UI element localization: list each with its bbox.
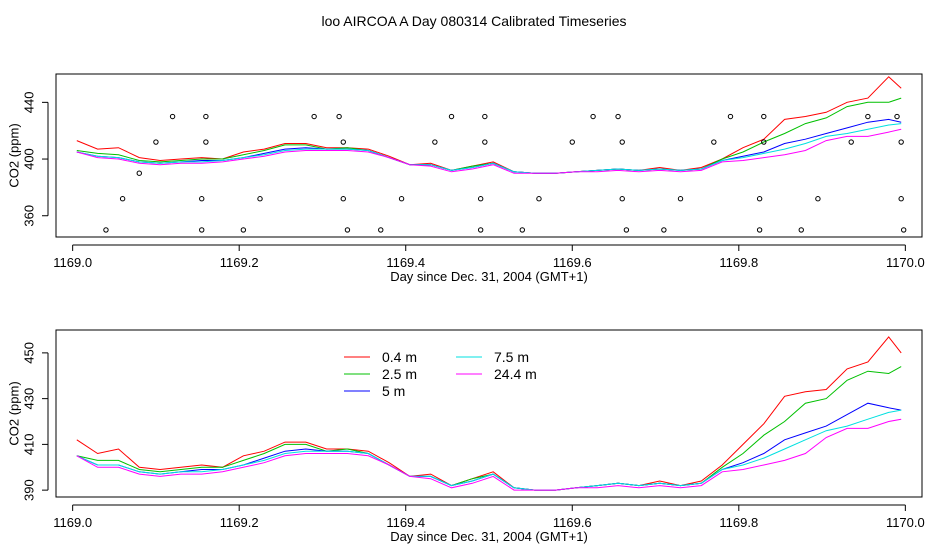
marker-point: [536, 196, 542, 202]
top-panel: 1169.0 1169.2 1169.4 1169.6 1169.8 1170.0 Day …: [6, 73, 925, 284]
marker-point: [336, 113, 342, 120]
marker-point: [448, 113, 455, 120]
marker-point: [519, 227, 526, 233]
legend-label-7-5-m: 7.5 m: [494, 349, 529, 365]
x-tick-label: 1169.0: [53, 515, 92, 530]
marker-point: [311, 113, 317, 120]
marker-point: [340, 139, 346, 145]
marker-point: [398, 196, 405, 202]
marker-point: [900, 227, 907, 233]
marker-point: [432, 139, 438, 145]
x-tick-label: 1169.4: [386, 515, 425, 530]
legend-label-2-5-m: 2.5 m: [382, 366, 417, 382]
marker-point: [482, 139, 488, 145]
bottom-panel: 1169.0 1169.2 1169.4 1169.6 1169.8 1170.0 Day …: [6, 329, 925, 544]
x-axis-label: Day since Dec. 31, 2004 (GMT+1): [390, 529, 588, 544]
y-tick-label: 360: [21, 205, 36, 227]
plot-frame: [55, 329, 923, 498]
y-tick-label: 410: [21, 434, 36, 456]
y-tick-label: 450: [21, 342, 36, 364]
marker-point: [727, 113, 734, 120]
marker-point: [798, 227, 804, 233]
y-tick-label: 390: [21, 479, 36, 501]
x-tick-label: 1169.6: [553, 515, 592, 530]
series-line-7-5-m: [76, 123, 902, 174]
marker-point: [756, 227, 763, 233]
marker-point: [569, 139, 575, 145]
legend-label-24-4-m: 24.4 m: [494, 366, 537, 382]
marker-point: [661, 227, 667, 233]
x-axis-label: Day since Dec. 31, 2004 (GMT+1): [390, 269, 588, 284]
marker-point: [761, 139, 767, 145]
marker-point: [590, 113, 596, 120]
marker-point: [619, 139, 625, 145]
x-tick-label: 1170.0: [886, 515, 925, 530]
marker-point: [103, 227, 109, 233]
series-line-24-4-m: [76, 418, 902, 491]
x-tick-label: 1169.8: [719, 255, 758, 270]
marker-point: [761, 113, 767, 120]
marker-point: [477, 196, 484, 202]
y-tick-label: 440: [21, 91, 36, 113]
series-line-24-4-m: [76, 128, 902, 174]
legend-label-5-m: 5 m: [382, 383, 405, 399]
marker-point: [623, 227, 630, 233]
marker-point: [848, 139, 854, 145]
marker-point: [240, 227, 247, 233]
marker-point: [482, 113, 488, 120]
marker-point: [619, 196, 625, 202]
y-tick-label: 430: [21, 388, 36, 410]
y-axis-label: CO2 (ppm): [6, 123, 21, 187]
marker-point: [340, 196, 346, 202]
marker-point: [153, 139, 159, 145]
marker-point: [677, 196, 684, 202]
series-line-5-m: [76, 402, 902, 491]
marker-point: [119, 196, 126, 202]
series-line-7-5-m: [76, 409, 902, 491]
y-tick-label: 400: [21, 148, 36, 170]
figure-title: loo AIRCOA A Day 080314 Calibrated Times…: [321, 13, 626, 29]
marker-point: [199, 227, 205, 233]
marker-point: [169, 113, 176, 120]
y-axis-label: CO2 (ppm): [6, 381, 21, 445]
marker-point: [257, 196, 263, 202]
marker-point: [615, 113, 621, 120]
x-tick-label: 1169.4: [386, 255, 425, 270]
marker-point: [815, 196, 821, 202]
marker-point: [136, 170, 142, 176]
marker-point: [203, 139, 209, 145]
marker-point: [203, 113, 209, 120]
marker-point: [898, 196, 904, 202]
plot-frame: [55, 73, 923, 238]
marker-point: [477, 227, 484, 233]
legend-label-0-4-m: 0.4 m: [382, 349, 417, 365]
x-tick-label: 1169.2: [220, 515, 259, 530]
marker-point: [865, 113, 871, 120]
x-tick-label: 1169.2: [220, 255, 259, 270]
x-tick-label: 1169.0: [53, 255, 92, 270]
marker-point: [344, 227, 351, 233]
marker-point: [711, 139, 717, 145]
marker-point: [898, 139, 904, 145]
x-tick-label: 1170.0: [886, 255, 925, 270]
marker-point: [894, 113, 900, 120]
series-line-0-4-m: [76, 336, 902, 491]
marker-point: [756, 196, 763, 202]
marker-point: [378, 227, 384, 233]
x-tick-label: 1169.8: [719, 515, 758, 530]
x-tick-label: 1169.6: [553, 255, 592, 270]
marker-point: [199, 196, 205, 202]
